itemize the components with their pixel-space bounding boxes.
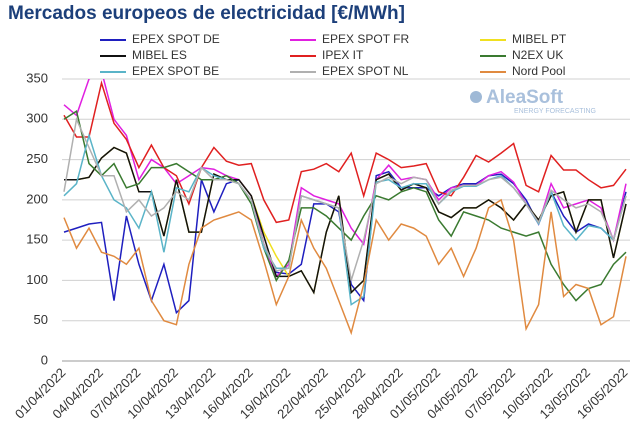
legend-label: EPEX SPOT DE	[132, 32, 220, 46]
plot-lines	[63, 79, 627, 336]
legend-label: N2EX UK	[512, 48, 563, 62]
logo-name: AleaSoft	[486, 87, 564, 108]
y-tick-label: 0	[41, 352, 48, 367]
legend-label: EPEX SPOT NL	[322, 64, 409, 78]
y-tick-label: 350	[26, 70, 48, 85]
series-line	[63, 198, 627, 336]
y-tick-label: 300	[26, 111, 48, 126]
series-line	[63, 80, 627, 224]
y-tick-label: 200	[26, 191, 48, 206]
series-line	[64, 146, 627, 295]
legend-label: MIBEL ES	[132, 48, 187, 62]
y-tick-label: 150	[26, 232, 48, 247]
y-tick-label: 100	[26, 272, 48, 287]
logo: AleaSoft ENERGY FORECASTING	[470, 87, 596, 115]
y-tick-label: 250	[26, 151, 48, 166]
legend-label: MIBEL PT	[512, 32, 567, 46]
series-line	[63, 109, 627, 302]
logo-tagline: ENERGY FORECASTING	[514, 108, 596, 115]
chart-title: Mercados europeos de electricidad [€/MWh…	[8, 3, 405, 24]
legend-label: IPEX IT	[322, 48, 364, 62]
y-tick-label: 50	[34, 312, 48, 327]
series-line	[64, 146, 627, 295]
legend-label: EPEX SPOT FR	[322, 32, 409, 46]
series-line	[63, 116, 627, 281]
logo-icon	[470, 91, 482, 103]
legend-label: Nord Pool	[512, 64, 565, 78]
legend-label: EPEX SPOT BE	[132, 64, 219, 78]
